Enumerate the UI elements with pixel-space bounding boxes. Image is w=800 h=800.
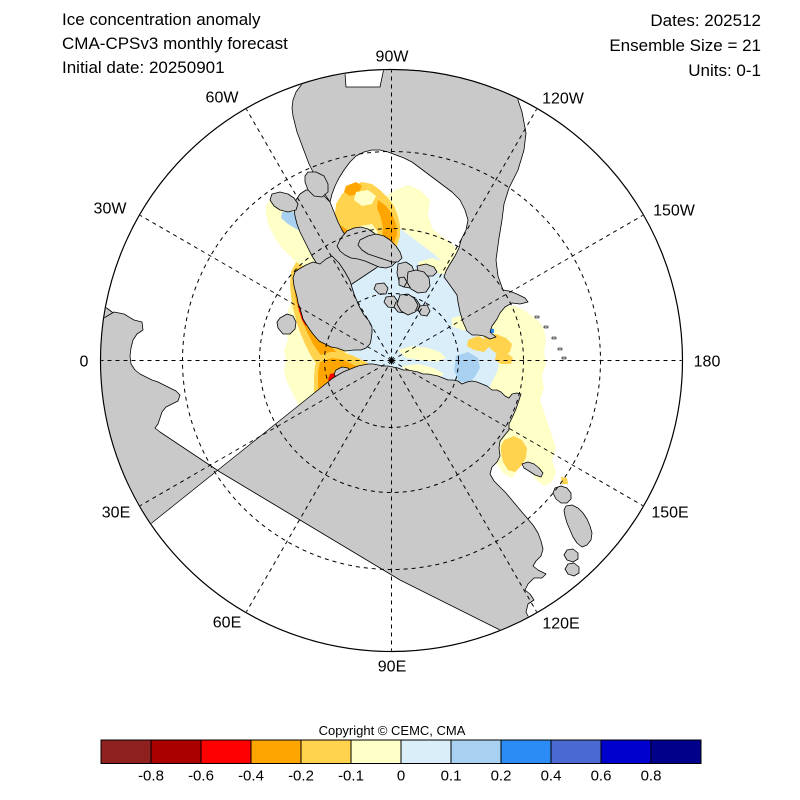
svg-text:0.1: 0.1 [441,768,462,785]
svg-text:Ice concentration anomaly: Ice concentration anomaly [62,10,261,29]
svg-text:0.6: 0.6 [591,768,612,785]
svg-text:CMA-CPSv3 monthly forecast: CMA-CPSv3 monthly forecast [62,34,288,53]
svg-text:120W: 120W [542,91,585,108]
svg-text:Ensemble Size = 21: Ensemble Size = 21 [609,36,761,55]
svg-text:-0.6: -0.6 [188,768,214,785]
svg-text:0.4: 0.4 [541,768,562,785]
svg-text:90E: 90E [378,659,406,676]
svg-text:150E: 150E [651,505,688,522]
svg-text:60W: 60W [206,90,240,107]
svg-text:120E: 120E [542,616,579,633]
svg-text:-0.8: -0.8 [138,768,164,785]
svg-text:-0.2: -0.2 [288,768,314,785]
svg-text:90W: 90W [376,49,410,66]
svg-text:150W: 150W [653,203,696,220]
svg-text:180: 180 [694,354,721,371]
svg-text:-0.4: -0.4 [238,768,264,785]
svg-text:0: 0 [80,354,89,371]
svg-text:0.2: 0.2 [491,768,512,785]
svg-text:0: 0 [397,768,405,785]
svg-text:Units: 0-1: Units: 0-1 [688,61,761,80]
svg-text:Initial date: 20250901: Initial date: 20250901 [62,58,225,77]
svg-text:30W: 30W [94,201,128,218]
svg-text:0.8: 0.8 [641,768,662,785]
svg-text:60E: 60E [213,615,241,632]
svg-text:Copyright © CEMC, CMA: Copyright © CEMC, CMA [319,723,466,738]
svg-text:30E: 30E [102,505,130,522]
svg-text:Dates: 202512: Dates: 202512 [650,11,761,30]
svg-text:-0.1: -0.1 [338,768,364,785]
